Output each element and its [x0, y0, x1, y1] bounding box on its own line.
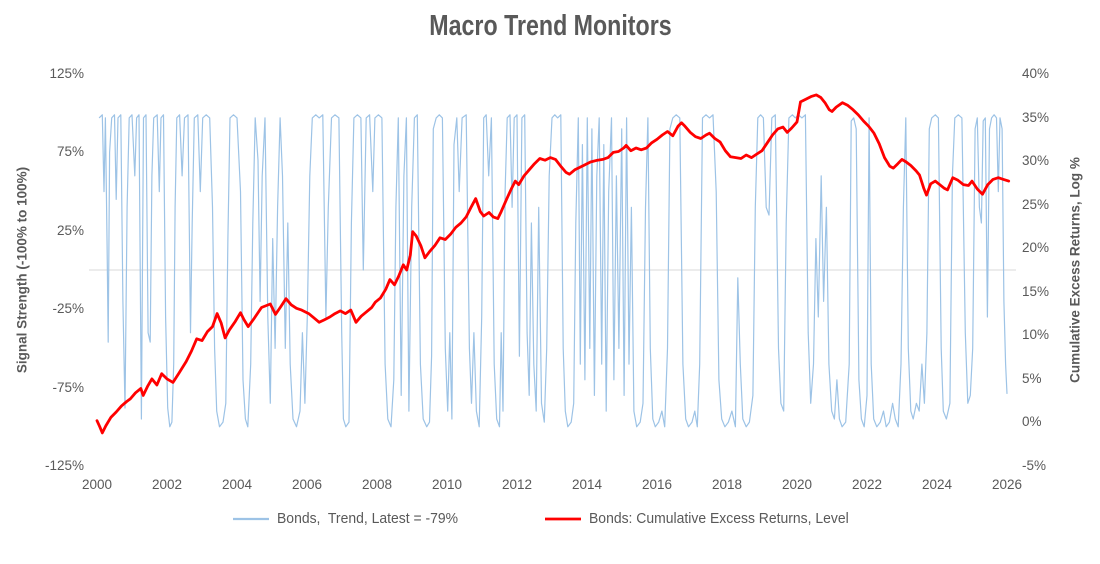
x-axis-tick: 2016 [641, 477, 673, 492]
right-axis-tick: 25% [1022, 196, 1050, 212]
trend-legend-swatch [233, 517, 269, 520]
right-axis-tick: -5% [1022, 458, 1047, 473]
x-axis-tick: 2004 [221, 477, 253, 492]
bonds-returns-line [95, 93, 1011, 435]
right-axis-tick: 0% [1022, 414, 1042, 430]
x-axis-tick: 2022 [851, 477, 883, 492]
x-axis-tick: 2012 [501, 477, 533, 492]
legend-item-returns: Bonds: Cumulative Excess Returns, Level [544, 510, 868, 527]
left-axis-tick: -25% [52, 301, 84, 317]
right-axis-tick: 35% [1022, 109, 1050, 125]
x-axis-tick: 2010 [431, 477, 463, 492]
bonds-trend-line [98, 114, 1008, 428]
right-axis-tick: 10% [1022, 327, 1050, 343]
x-axis-tick: 2002 [151, 477, 183, 492]
right-axis-tick: 5% [1022, 370, 1042, 386]
x-axis-tick: 2000 [81, 477, 113, 492]
left-axis-tick: 125% [49, 66, 84, 81]
chart-title: Macro Trend Monitors [428, 10, 672, 42]
x-axis-tick: 2020 [781, 477, 813, 492]
x-axis-tick: 2026 [991, 477, 1023, 492]
x-axis-tick: 2024 [921, 477, 953, 492]
trend-legend-label: Bonds, Trend, Latest = -79% [277, 510, 459, 527]
right-axis-tick: 30% [1022, 153, 1050, 169]
left-axis-tick: 75% [56, 144, 84, 160]
returns-legend-swatch [544, 517, 581, 520]
left-axis-tick: 25% [56, 222, 84, 238]
x-axis-tick: 2006 [291, 477, 323, 492]
right-axis-tick: 20% [1022, 240, 1050, 256]
x-axis-tick: 2018 [711, 477, 743, 492]
left-axis-tick: -125% [44, 458, 84, 473]
x-axis-tick: 2014 [571, 477, 603, 492]
chart-title-row: Macro Trend Monitors [0, 10, 1100, 43]
right-axis-tick: 40% [1022, 66, 1050, 81]
right-axis-tick: 15% [1022, 283, 1050, 299]
returns-legend-label: Bonds: Cumulative Excess Returns, Level [588, 510, 849, 527]
legend-item-trend: Bonds, Trend, Latest = -79% [232, 510, 472, 527]
left-axis-tick: -75% [52, 379, 84, 395]
legend: Bonds, Trend, Latest = -79% Bonds: Cumul… [0, 510, 1100, 527]
x-axis-tick: 2008 [361, 477, 393, 492]
